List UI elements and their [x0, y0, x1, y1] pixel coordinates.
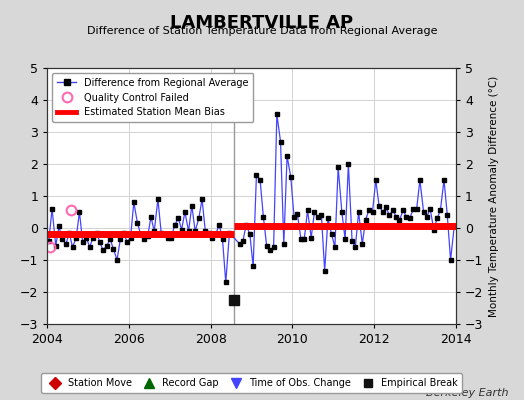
Legend: Difference from Regional Average, Quality Control Failed, Estimated Station Mean: Difference from Regional Average, Qualit…: [52, 73, 254, 122]
Y-axis label: Monthly Temperature Anomaly Difference (°C): Monthly Temperature Anomaly Difference (…: [489, 75, 499, 317]
Text: Berkeley Earth: Berkeley Earth: [426, 388, 508, 398]
Legend: Station Move, Record Gap, Time of Obs. Change, Empirical Break: Station Move, Record Gap, Time of Obs. C…: [41, 374, 462, 393]
Text: LAMBERTVILLE AP: LAMBERTVILLE AP: [170, 14, 354, 32]
Text: Difference of Station Temperature Data from Regional Average: Difference of Station Temperature Data f…: [87, 26, 437, 36]
